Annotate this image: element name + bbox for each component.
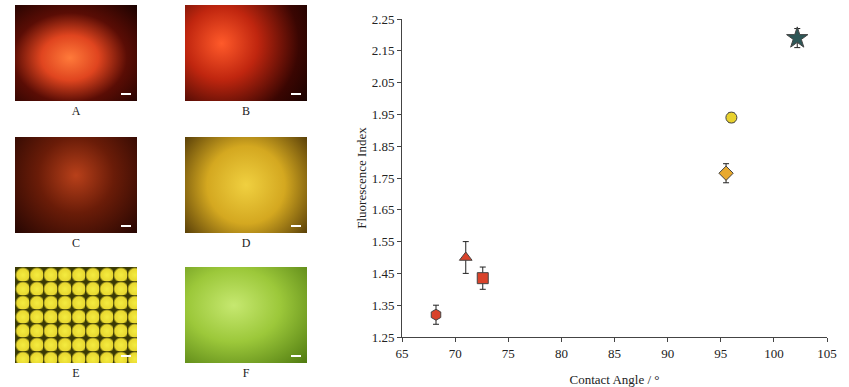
svg-text:2.15: 2.15 bbox=[372, 43, 395, 58]
html-text:A: A bbox=[71, 104, 81, 118]
svg-text:85: 85 bbox=[608, 346, 621, 361]
svg-text:2.05: 2.05 bbox=[372, 75, 395, 90]
svg-text:65: 65 bbox=[396, 346, 409, 361]
svg-text:1.75: 1.75 bbox=[372, 171, 395, 186]
svg-text:100: 100 bbox=[764, 346, 784, 361]
svg-text:1.55: 1.55 bbox=[372, 234, 395, 249]
svg-text:1.65: 1.65 bbox=[372, 202, 395, 217]
svg-text:1.45: 1.45 bbox=[372, 266, 395, 281]
svg-text:90: 90 bbox=[661, 346, 674, 361]
svg-text:Fluorescence Index: Fluorescence Index bbox=[354, 127, 369, 229]
svg-text:2.25: 2.25 bbox=[372, 12, 395, 27]
svg-text:75: 75 bbox=[502, 346, 515, 361]
svg-text:1.95: 1.95 bbox=[372, 107, 395, 122]
html-text:B: B bbox=[242, 104, 250, 118]
svg-text:70: 70 bbox=[449, 346, 462, 361]
svg-text:1.35: 1.35 bbox=[372, 298, 395, 313]
svg-text:1.25: 1.25 bbox=[372, 330, 395, 345]
svg-text:80: 80 bbox=[555, 346, 568, 361]
svg-text:Contact Angle / °: Contact Angle / ° bbox=[569, 372, 659, 387]
svg-text:95: 95 bbox=[714, 346, 727, 361]
html-text:F: F bbox=[242, 366, 250, 380]
html-text:D: D bbox=[241, 236, 251, 250]
html-text:C: C bbox=[72, 236, 80, 250]
svg-text:1.85: 1.85 bbox=[372, 139, 395, 154]
svg-text:105: 105 bbox=[817, 346, 837, 361]
html-text:E: E bbox=[72, 366, 80, 380]
